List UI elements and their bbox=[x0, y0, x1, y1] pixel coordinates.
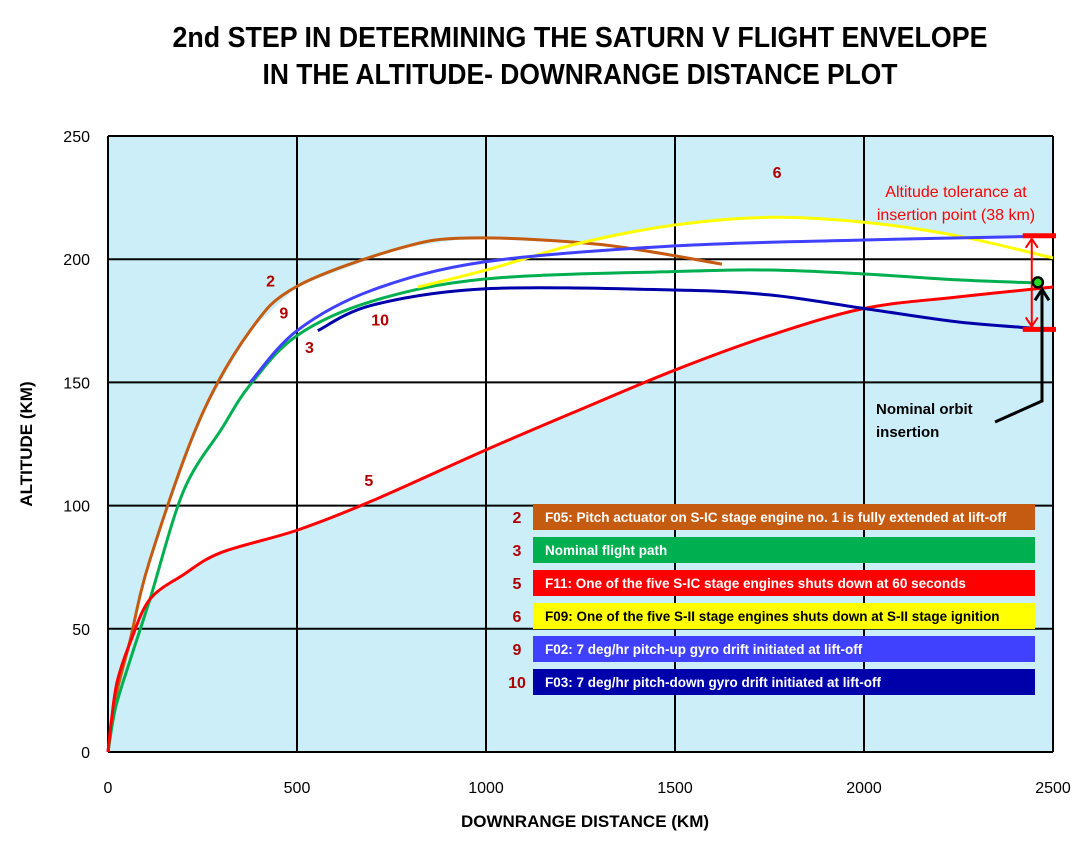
x-axis-label: DOWNRANGE DISTANCE (KM) bbox=[461, 812, 709, 831]
legend: 2 F05: Pitch actuator on S-IC stage engin… bbox=[508, 504, 1035, 695]
series-curves bbox=[106, 215, 1054, 753]
y-tick-label: 100 bbox=[63, 499, 90, 516]
x-tick-label: 2500 bbox=[1035, 780, 1071, 797]
legend-label: Nominal flight path bbox=[545, 543, 667, 558]
curve-labels: 29 3 10 5 6 bbox=[266, 165, 782, 490]
y-tick-label: 150 bbox=[63, 375, 90, 392]
chart-title-line1: 2nd STEP IN DETERMINING THE SATURN V FLI… bbox=[173, 22, 988, 54]
legend-swatch bbox=[533, 636, 1035, 662]
legend-item-6: 6 F09: One of the five S-II stage engines… bbox=[513, 603, 1035, 629]
legend-number: 9 bbox=[513, 642, 522, 659]
flight-envelope-fill bbox=[108, 217, 1053, 752]
x-tick-labels: 0 500 1000 1500 2000 2500 bbox=[104, 780, 1071, 797]
y-tick-label: 250 bbox=[63, 129, 90, 146]
insertion-arrowhead bbox=[1033, 286, 1051, 302]
legend-label: F11: One of the five S-IC stage engines … bbox=[545, 576, 966, 591]
legend-item-10: 10 F03: 7 deg/hr pitch-down gyro drift in… bbox=[508, 669, 1035, 695]
legend-number: 2 bbox=[513, 510, 522, 527]
legend-item-9: 9 F02: 7 deg/hr pitch-up gyro drift initi… bbox=[513, 636, 1035, 662]
series-line-9 bbox=[249, 234, 1054, 384]
y-tick-labels: 0 50 100 150 200 250 bbox=[63, 129, 90, 762]
chart-title-line2: IN THE ALTITUDE- DOWNRANGE DISTANCE PLOT bbox=[263, 59, 898, 91]
y-axis-label: ALTITUDE (KM) bbox=[17, 381, 36, 506]
y-tick-label: 200 bbox=[63, 252, 90, 269]
series-line-5 bbox=[106, 285, 1054, 753]
legend-swatch bbox=[533, 603, 1035, 629]
legend-swatch bbox=[533, 504, 1035, 530]
legend-number: 6 bbox=[513, 609, 522, 626]
series-line-6 bbox=[417, 215, 1054, 289]
x-tick-label: 1000 bbox=[468, 780, 504, 797]
legend-number: 10 bbox=[508, 675, 526, 692]
legend-item-5: 5 F11: One of the five S-IC stage engines… bbox=[513, 570, 1035, 596]
curve-label: 2 bbox=[266, 273, 275, 290]
legend-item-3: 3 Nominal flight path bbox=[513, 537, 1035, 563]
insertion-point-marker bbox=[1031, 276, 1045, 289]
series-line-10 bbox=[317, 286, 1035, 333]
legend-item-2: 2 F05: Pitch actuator on S-IC stage engin… bbox=[513, 504, 1035, 530]
legend-label: F03: 7 deg/hr pitch-down gyro drift init… bbox=[545, 675, 881, 690]
curve-label: 6 bbox=[773, 165, 782, 182]
x-tick-label: 0 bbox=[104, 780, 113, 797]
curve-label: 9 bbox=[279, 305, 288, 322]
legend-number: 5 bbox=[513, 576, 522, 593]
series-line-3 bbox=[106, 268, 1035, 753]
tolerance-text: Altitude tolerance at bbox=[885, 184, 1027, 201]
legend-label: F09: One of the five S-II stage engines … bbox=[545, 609, 1000, 624]
legend-label: F05: Pitch actuator on S-IC stage engine… bbox=[545, 510, 1007, 525]
tolerance-arrowheads bbox=[1024, 236, 1039, 329]
x-tick-label: 2000 bbox=[846, 780, 882, 797]
insertion-text: insertion bbox=[876, 424, 939, 441]
x-tick-label: 500 bbox=[284, 780, 311, 797]
curve-label: 10 bbox=[371, 313, 389, 330]
insertion-text: Nominal orbit bbox=[876, 401, 973, 418]
y-tick-label: 0 bbox=[81, 745, 90, 762]
legend-label: F02: 7 deg/hr pitch-up gyro drift initia… bbox=[545, 642, 863, 657]
y-tick-label: 50 bbox=[72, 622, 90, 639]
insertion-arrow bbox=[994, 290, 1044, 424]
annotations: Altitude tolerance at insertion point (38… bbox=[876, 184, 1056, 441]
curve-label: 3 bbox=[305, 340, 314, 357]
curve-label: 5 bbox=[364, 473, 373, 490]
legend-swatch bbox=[533, 669, 1035, 695]
legend-number: 3 bbox=[513, 543, 522, 560]
tolerance-text: insertion point (38 km) bbox=[877, 207, 1035, 224]
legend-swatch bbox=[533, 537, 1035, 563]
legend-swatch bbox=[533, 570, 1035, 596]
x-tick-label: 1500 bbox=[657, 780, 693, 797]
